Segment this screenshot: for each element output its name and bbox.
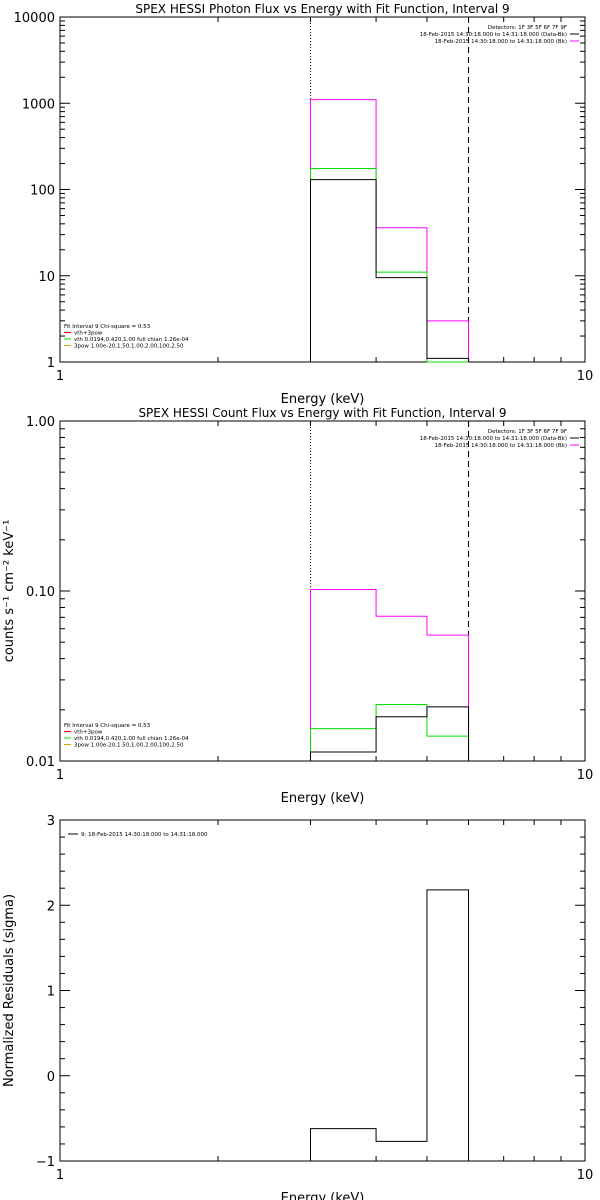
legend-entry: vth 0.0194,0.420,1.00 full chian 1.26e-0… [74,736,189,742]
y-axis-label: counts s⁻¹ cm⁻² keV⁻¹ [2,520,17,663]
y-tick-label: 1000 [22,97,55,112]
x-axis-label: Energy (keV) [281,791,365,806]
y-tick-label: 1 [47,356,55,371]
y-tick-label: 10000 [14,11,55,26]
y-tick-label: 3 [47,814,55,829]
info-line: 18-Feb-2015 14:30:18.000 to 14:31:18.000… [420,436,567,442]
series-line-3 [309,179,470,362]
series-line-1 [309,99,470,362]
legend-entry: vth+3pow [74,730,103,736]
chart-panel-1: SPEX HESSI Photon Flux vs Energy with Fi… [14,2,594,407]
y-tick-label: 1 [47,985,55,1000]
series-line-2 [309,168,469,363]
chart-title: SPEX HESSI Count Flux vs Energy with Fit… [138,406,506,420]
chart-panel-2: SPEX HESSI Count Flux vs Energy with Fit… [2,406,593,806]
y-tick-label: 0 [47,1070,55,1085]
x-tick-label: 10 [577,369,594,384]
legend-entry: 9: 18-Feb-2015 14:30:18.000 to 14:31:18.… [81,832,208,838]
y-tick-label: 2 [47,899,55,914]
chart-panel-3: 1 10 −1 0 1 2 3 Energy (keV) Normalized Residual… [2,814,593,1200]
y-tick-label: 0.01 [26,755,55,770]
legend-entry: Fit Interval 9 Chi-square = 0.53 [64,324,151,330]
y-tick-label: −1 [36,1155,55,1170]
plot-frame [59,420,586,762]
info-line: Detectors: 1F 3F 5F 6F 7F 9F [488,25,567,31]
y-axis-label: Normalized Residuals (sigma) [2,894,17,1087]
series-line-1 [309,889,470,1161]
info-line: 18-Feb-2015 14:30:18.000 to 14:31:18.000… [420,32,567,38]
y-tick-label: 0.10 [26,585,55,600]
legend-entry: Fit Interval 9 Chi-square = 0.53 [64,723,151,729]
legend-entry: vth 0.0194,0.420,1.00 full chian 1.26e-0… [74,337,189,343]
legend-entry: 3pow 1.00e-20,1.50,1.00,2.00,100,2.50 [74,344,184,350]
legend-entry: vth+3pow [74,331,103,337]
info-line: 18-Feb-2015 14:30:18.000 to 14:31:18.000… [435,39,567,45]
x-tick-label: 1 [56,369,64,384]
series-line-1 [309,589,470,761]
x-tick-label: 1 [56,1168,64,1183]
info-line: Detectors: 1F 3F 5F 6F 7F 9F [488,429,567,435]
y-tick-label: 10 [38,270,55,285]
x-tick-label: 10 [577,768,594,783]
x-axis-label: Energy (keV) [281,1191,365,1200]
plot-frame [59,819,586,1162]
legend-entry: 3pow 1.00e-20,1.50,1.00,2.00,100,2.50 [74,743,184,749]
info-line: 18-Feb-2015 14:30:18.000 to 14:31:18.000… [435,443,567,449]
chart-title: SPEX HESSI Photon Flux vs Energy with Fi… [135,2,509,16]
y-tick-label: 1.00 [26,415,55,430]
x-tick-label: 10 [577,1168,594,1183]
series-line-3 [309,706,470,761]
y-tick-label: 100 [30,184,55,199]
series-line-2 [309,703,470,761]
plot-frame [59,16,586,363]
x-tick-label: 1 [56,768,64,783]
x-axis-label: Energy (keV) [281,392,365,407]
